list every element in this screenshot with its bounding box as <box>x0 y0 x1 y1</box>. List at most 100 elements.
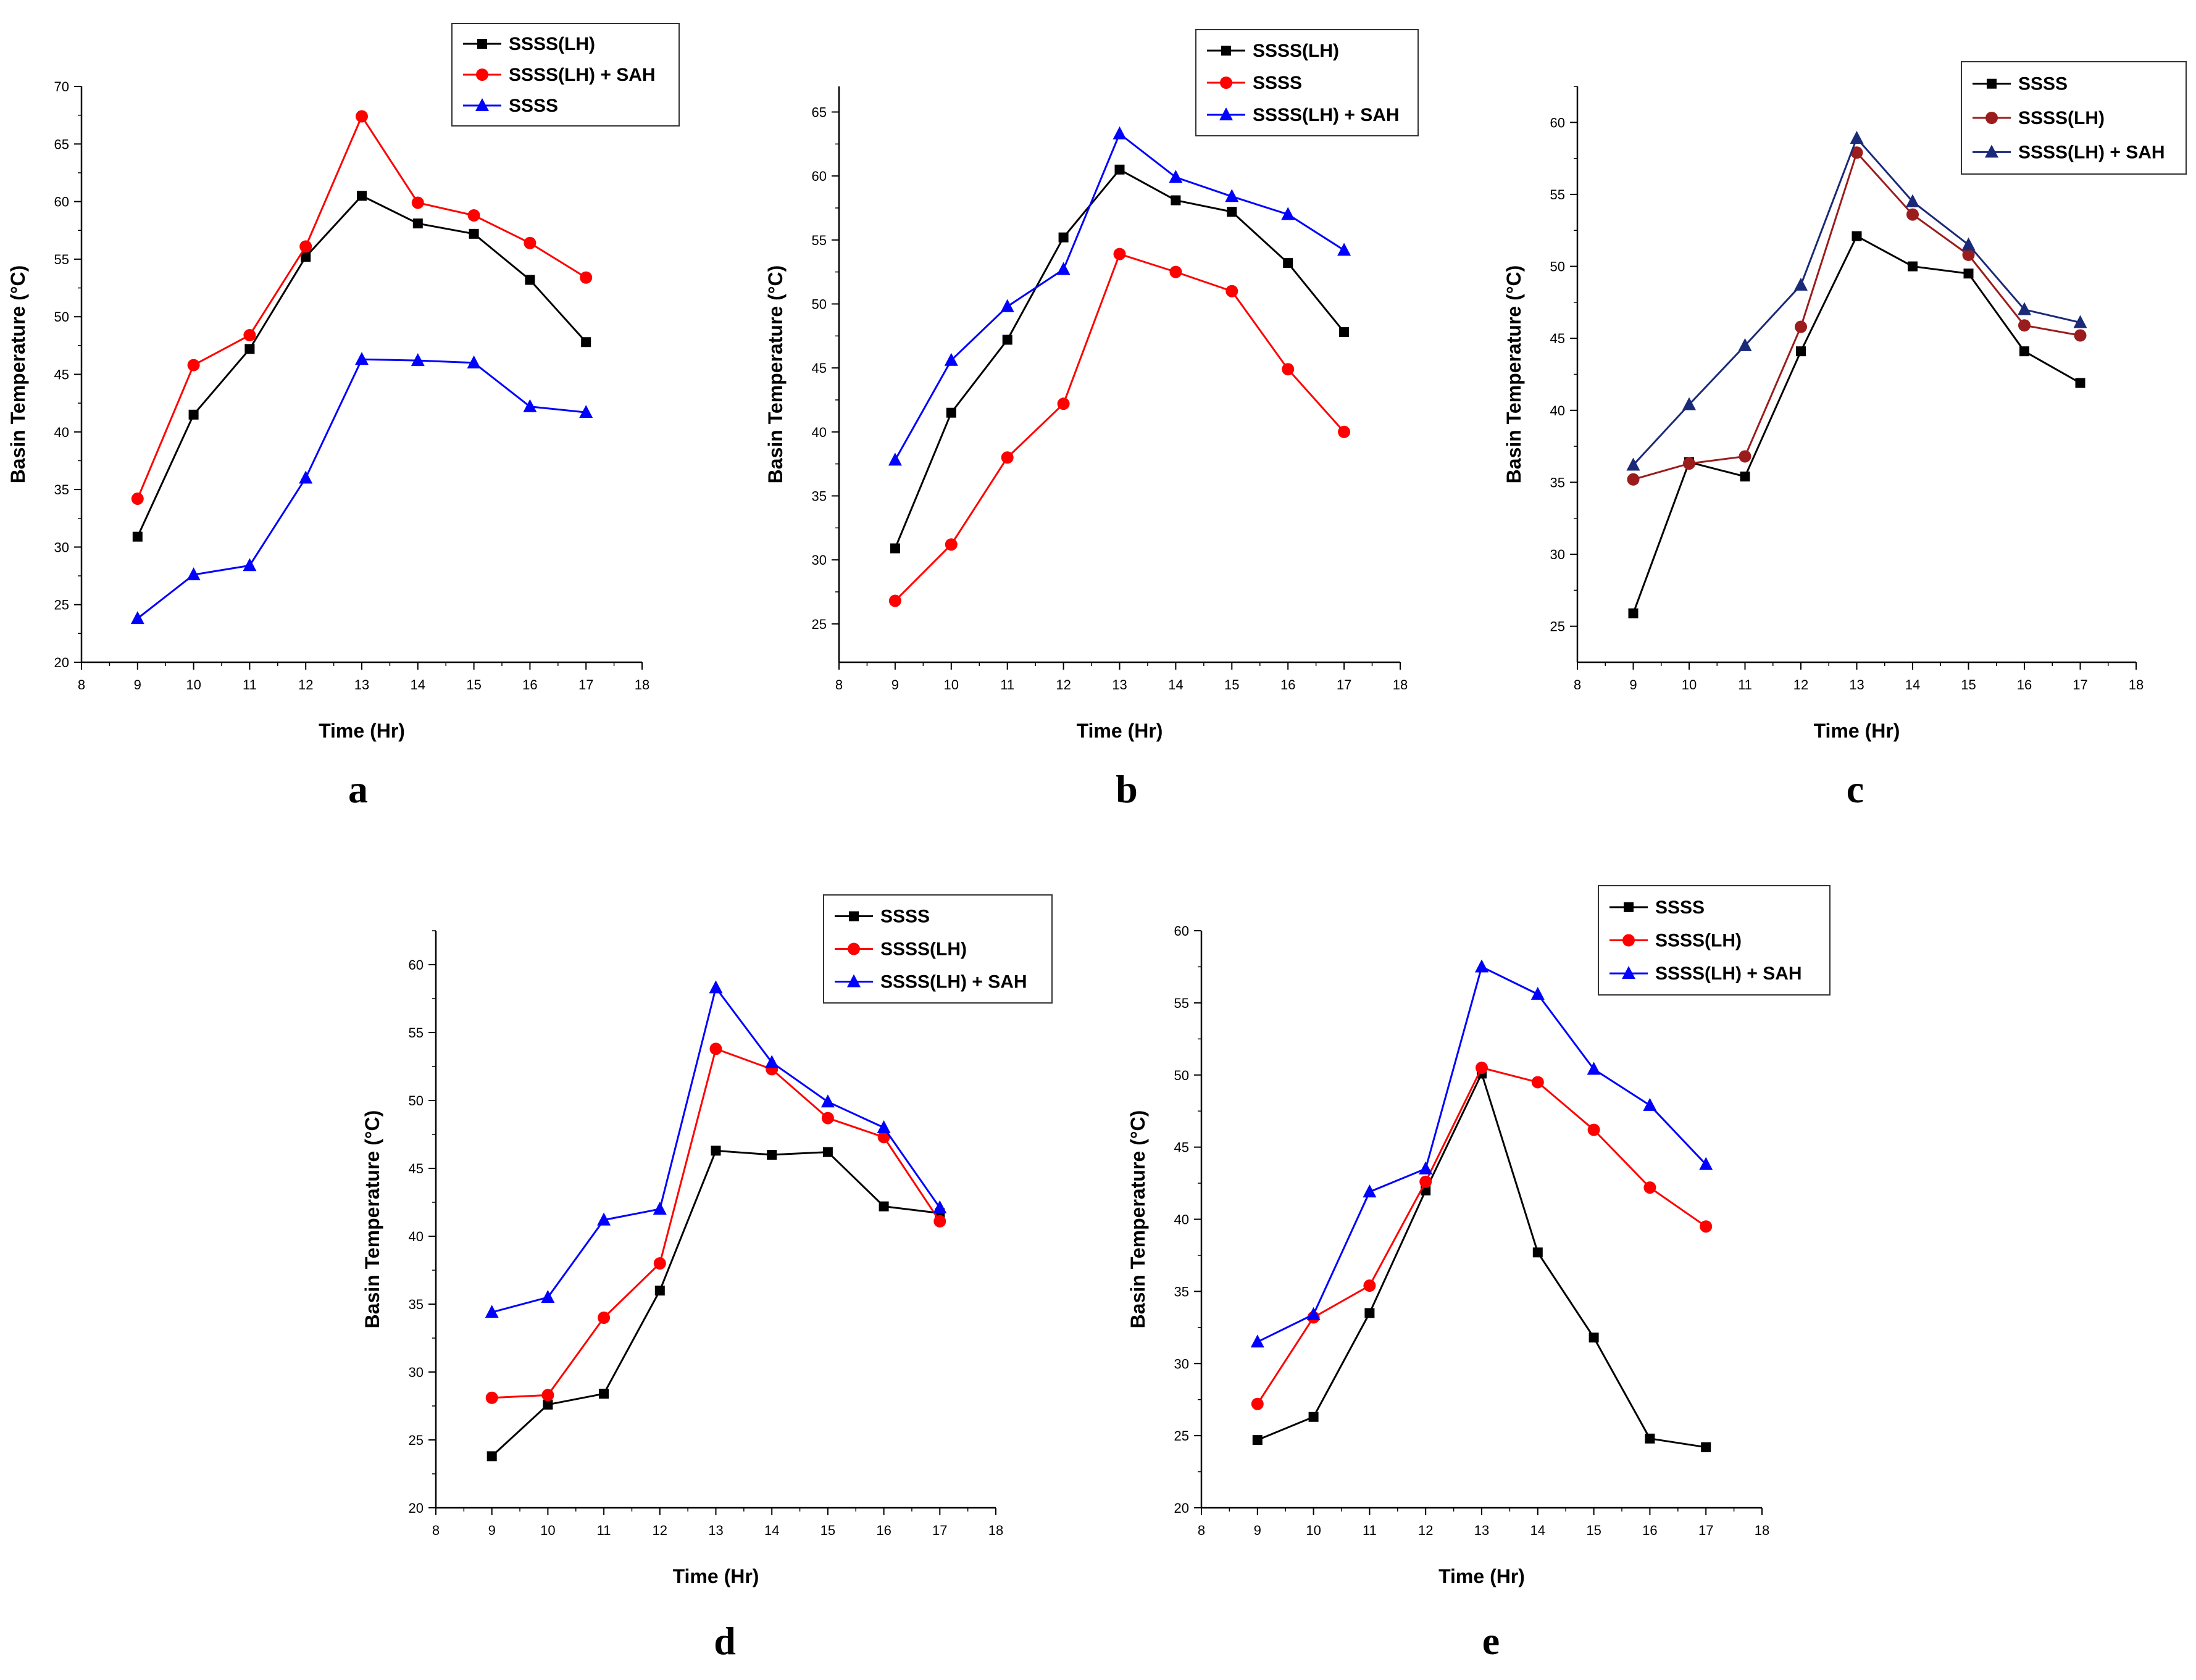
data-point-e-1 <box>1252 1435 1263 1445</box>
data-point-a-2 <box>411 196 424 209</box>
y-tick-label-a: 45 <box>54 367 69 383</box>
legend-marker-a-2 <box>476 69 488 81</box>
x-tick-label-c: 17 <box>2073 677 2087 692</box>
y-tick-label-c: 60 <box>1550 115 1565 130</box>
legend-marker-b-2 <box>1220 77 1232 89</box>
legend-label-b-2: SSSS <box>1253 73 1302 93</box>
data-point-d-3 <box>765 1055 779 1068</box>
panel-label-a: a <box>348 767 368 811</box>
y-tick-label-a: 35 <box>54 482 69 497</box>
data-point-a-2 <box>524 236 536 249</box>
y-axis-title-c: Basin Temperature (°C) <box>1503 265 1525 484</box>
data-point-a-3 <box>186 567 201 581</box>
y-tick-label-a: 55 <box>54 252 69 267</box>
legend-marker-c-3 <box>1985 144 1998 158</box>
data-point-d-3 <box>597 1212 611 1226</box>
data-point-b-1 <box>1339 327 1350 338</box>
x-tick-label-d: 14 <box>764 1523 779 1538</box>
x-tick-label-b: 9 <box>891 677 899 692</box>
data-point-c-2 <box>1739 450 1751 463</box>
data-point-a-2 <box>299 240 312 253</box>
data-point-d-2 <box>653 1257 666 1270</box>
x-tick-label-a: 9 <box>134 677 141 692</box>
data-point-d-3 <box>541 1290 555 1303</box>
data-point-a-1 <box>244 344 255 354</box>
legend-e: SSSS SSSS(LH) SSSS(LH) + SAH <box>1598 885 1831 996</box>
x-tick-label-e: 13 <box>1474 1523 1489 1538</box>
legend-marker-e-2 <box>1622 934 1635 947</box>
data-point-b-2 <box>945 538 958 551</box>
y-tick-label-d: 20 <box>409 1500 424 1516</box>
y-axis-title-d: Basin Temperature (°C) <box>361 1110 383 1329</box>
data-point-b-1 <box>1227 207 1237 217</box>
data-point-c-3 <box>1682 397 1696 410</box>
data-point-d-1 <box>599 1389 609 1399</box>
y-tick-label-e: 55 <box>1174 996 1189 1011</box>
data-point-b-1 <box>1058 232 1069 243</box>
data-point-e-3 <box>1475 959 1488 973</box>
x-tick-label-b: 12 <box>1056 677 1071 692</box>
y-tick-label-d: 45 <box>409 1161 424 1176</box>
x-tick-label-c: 18 <box>2129 677 2144 692</box>
x-tick-label-d: 18 <box>988 1523 1003 1538</box>
y-tick-label-b: 55 <box>812 233 827 248</box>
data-point-c-2 <box>1906 208 1919 221</box>
data-point-e-2 <box>1251 1397 1264 1410</box>
data-point-e-3 <box>1363 1184 1377 1198</box>
data-point-d-2 <box>541 1389 554 1402</box>
x-axis-title-a: Time (Hr) <box>319 720 405 742</box>
x-tick-label-c: 15 <box>1961 677 1976 692</box>
x-tick-label-d: 8 <box>432 1523 440 1538</box>
data-point-d-1 <box>543 1399 553 1410</box>
data-point-e-1 <box>1364 1308 1375 1318</box>
y-tick-label-c: 30 <box>1550 547 1565 562</box>
y-axis-title-b: Basin Temperature (°C) <box>764 265 787 484</box>
x-tick-label-b: 17 <box>1337 677 1351 692</box>
legend-a: SSSS(LH) SSSS(LH) + SAH SSSS <box>451 23 680 127</box>
series-line-a-3 <box>136 358 587 620</box>
data-point-c-2 <box>1627 473 1640 486</box>
x-tick-label-e: 10 <box>1306 1523 1321 1538</box>
data-point-a-3 <box>243 558 257 572</box>
data-point-a-3 <box>467 355 481 368</box>
data-point-a-1 <box>357 191 367 201</box>
series-line-a-2 <box>136 114 587 499</box>
y-axis-title-e: Basin Temperature (°C) <box>1127 1110 1149 1329</box>
legend-label-d-1: SSSS <box>880 907 930 927</box>
data-point-b-1 <box>1114 164 1125 175</box>
y-tick-label-c: 25 <box>1550 619 1565 634</box>
x-tick-label-d: 16 <box>876 1523 891 1538</box>
legend-marker-e-3 <box>1622 966 1635 979</box>
data-point-c-1 <box>1963 268 1974 279</box>
x-axis-title-b: Time (Hr) <box>1077 720 1163 742</box>
data-point-a-1 <box>188 409 199 420</box>
y-tick-label-b: 30 <box>812 552 827 568</box>
x-axis-title-d: Time (Hr) <box>673 1565 759 1587</box>
y-tick-label-c: 50 <box>1550 259 1565 275</box>
y-tick-label-e: 35 <box>1174 1284 1189 1299</box>
data-point-d-1 <box>654 1286 665 1295</box>
data-point-d-3 <box>653 1202 667 1215</box>
legend-label-e-3: SSSS(LH) + SAH <box>1655 963 1802 984</box>
x-tick-label-a: 11 <box>243 677 257 692</box>
data-point-a-1 <box>525 275 535 285</box>
data-point-c-3 <box>2073 315 2087 328</box>
legend-label-d-2: SSSS(LH) <box>880 939 967 960</box>
data-point-d-1 <box>822 1147 833 1157</box>
x-tick-label-a: 14 <box>411 677 425 692</box>
data-point-b-1 <box>1002 335 1012 345</box>
legend-label-b-3: SSSS(LH) + SAH <box>1253 105 1400 125</box>
data-point-e-2 <box>1531 1076 1544 1089</box>
legend-label-c-2: SSSS(LH) <box>2018 108 2105 128</box>
data-point-c-1 <box>1852 231 1862 241</box>
y-tick-label-b: 65 <box>812 104 827 120</box>
data-point-c-3 <box>1850 130 1864 144</box>
data-point-a-2 <box>243 329 256 342</box>
y-tick-label-a: 30 <box>54 539 69 555</box>
data-point-a-1 <box>132 531 143 542</box>
x-tick-label-a: 8 <box>78 677 85 692</box>
y-tick-label-a: 50 <box>54 309 69 325</box>
data-point-a-2 <box>356 110 368 123</box>
y-tick-label-e: 30 <box>1174 1356 1189 1371</box>
